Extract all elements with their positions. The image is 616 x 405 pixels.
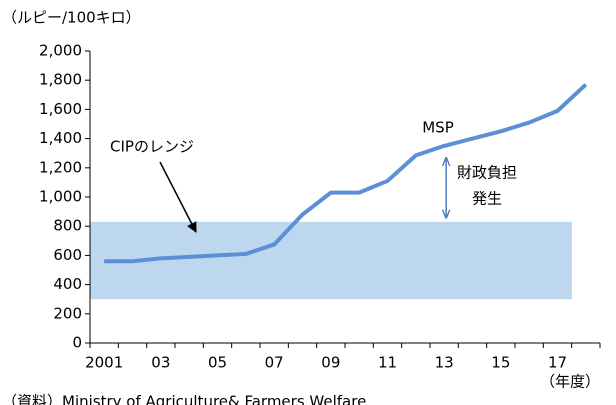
x-tick-label: 13 [435,354,454,372]
series-label: MSP [422,119,454,137]
y-tick-label: 200 [53,304,82,322]
x-tick-label: 07 [265,354,284,372]
y-axis-label: （ルピー/100キロ） [2,9,141,27]
x-tick-label: 15 [491,354,510,372]
pointer-arrow [159,161,197,233]
y-tick-label: 600 [53,246,82,264]
y-tick-label: 800 [53,217,82,235]
range-band [90,221,572,300]
x-tick-label: 17 [548,354,567,372]
y-tick-label: 2,000 [39,42,82,60]
source: （資料）Ministry of Agriculture& Farmers Wel… [2,393,366,405]
y-tick-label: 1,600 [39,100,82,118]
x-axis-label: （年度） [540,373,600,391]
y-tick-label: 1,800 [39,71,82,89]
y-tick-label: 400 [53,275,82,293]
gap-label: 発生 [472,190,502,208]
series-line [104,83,588,264]
y-tick-label: 1,200 [39,158,82,176]
y-tick-label: 0 [72,334,82,352]
x-tick-label: 09 [321,354,340,372]
x-tick-label: 05 [208,354,227,372]
x-tick-label: 2001 [85,354,123,372]
gap-label: 財政負担 [457,164,517,182]
band-label: CIPのレンジ [110,138,194,156]
y-tick-label: 1,000 [39,188,82,206]
x-tick-label: 03 [151,354,170,372]
y-tick-label: 1,400 [39,129,82,147]
x-tick-label: 11 [378,354,397,372]
